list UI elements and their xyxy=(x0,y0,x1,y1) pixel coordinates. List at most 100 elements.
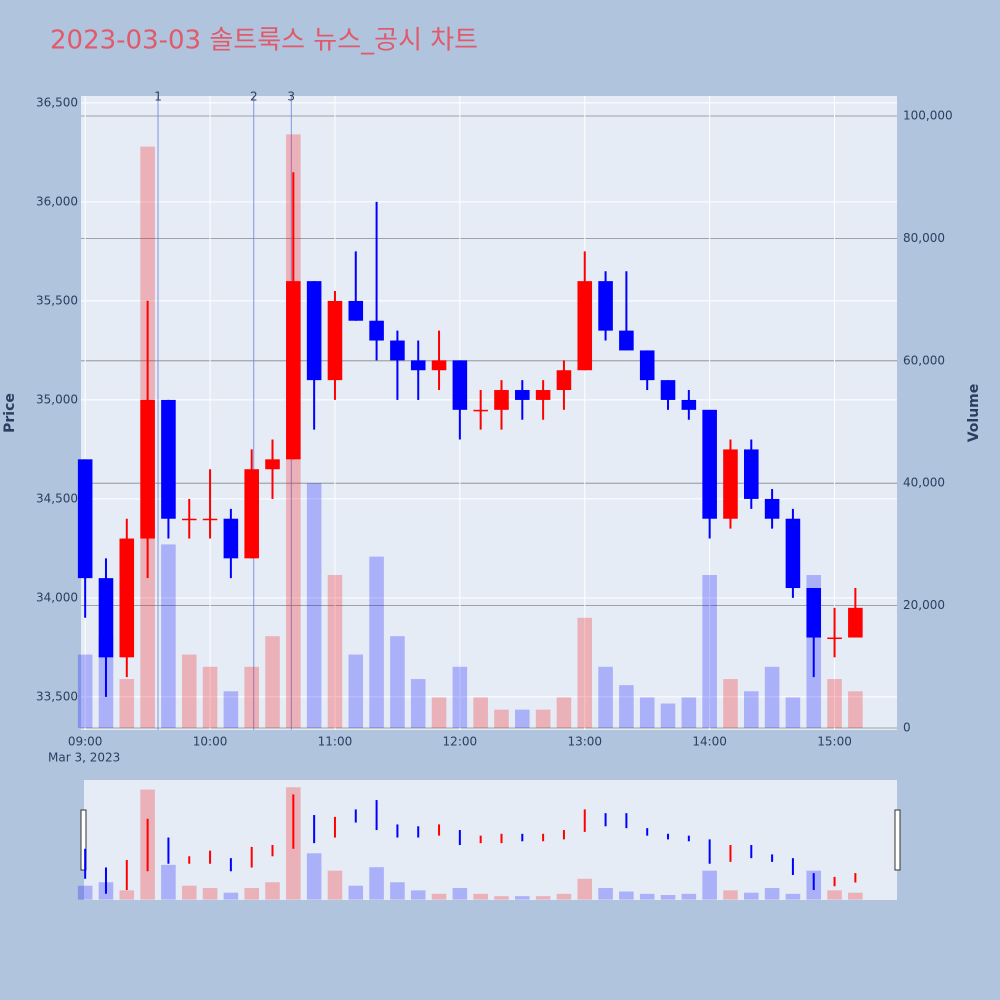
candle-body xyxy=(848,607,863,638)
candle-body xyxy=(98,578,114,658)
volume-bar xyxy=(327,574,343,728)
volume-bar xyxy=(410,679,426,728)
candle-body xyxy=(764,498,780,519)
slider-volume-bar xyxy=(119,890,135,900)
slider-handle-right[interactable] xyxy=(894,809,901,871)
y-tick-label: 36,000 xyxy=(36,194,78,208)
x-tick-label: 14:00 xyxy=(692,735,727,749)
volume-bar xyxy=(848,691,863,728)
slider-volume-bar xyxy=(244,888,259,900)
candle-body xyxy=(515,390,530,400)
candle-body xyxy=(390,340,405,361)
y-tick-label: 35,000 xyxy=(36,392,78,406)
slider-volume-bar xyxy=(660,894,676,900)
volume-bar xyxy=(348,654,364,728)
y2-tick-label: 100,000 xyxy=(903,109,953,123)
x-date-label: Mar 3, 2023 xyxy=(48,751,120,765)
candle-body xyxy=(556,370,572,391)
slider-volume-bar xyxy=(473,893,488,900)
candle-body xyxy=(181,518,197,521)
range-slider[interactable] xyxy=(84,780,897,900)
volume-bar xyxy=(577,617,593,728)
candle-body xyxy=(410,360,426,371)
y-axis-title: Price xyxy=(2,393,18,433)
candle-body xyxy=(223,518,239,559)
slider-volume-bar xyxy=(410,890,426,900)
slider-volume-bar xyxy=(348,885,364,900)
slider-volume-bar xyxy=(535,896,551,900)
x-tick-label: 09:00 xyxy=(68,735,103,749)
volume-bar xyxy=(265,636,280,728)
candle-body xyxy=(327,300,343,381)
volume-bar xyxy=(223,691,239,728)
volume-bar xyxy=(660,703,676,728)
candle-body xyxy=(119,538,135,658)
slider-volume-bar xyxy=(723,890,738,900)
slider-handle-left[interactable] xyxy=(80,809,87,871)
candle-body xyxy=(723,449,738,519)
candle-body xyxy=(431,360,447,371)
volume-bar xyxy=(535,709,551,728)
y2-axis-title: Volume xyxy=(966,384,982,443)
volume-bar xyxy=(306,483,322,728)
candle-body xyxy=(244,469,259,559)
volume-bar xyxy=(723,679,738,728)
volume-bar xyxy=(431,697,447,728)
volume-bar xyxy=(619,685,634,728)
volume-bar xyxy=(473,697,488,728)
volume-bar xyxy=(452,666,468,728)
plot-bg xyxy=(81,96,897,730)
y-tick-label: 35,500 xyxy=(36,293,78,307)
slider-volume-bar xyxy=(598,888,613,900)
x-tick-label: 11:00 xyxy=(318,735,353,749)
volume-bar xyxy=(369,556,384,728)
slider-volume-bar xyxy=(161,864,176,900)
slider-volume-bar xyxy=(265,882,280,900)
news-label: 3 xyxy=(287,90,295,104)
candle-body xyxy=(785,518,801,589)
volume-bar xyxy=(744,691,759,728)
volume-bar xyxy=(494,709,509,728)
slider-volume-bar xyxy=(702,870,717,900)
volume-bar xyxy=(119,679,135,728)
candle-body xyxy=(161,399,176,519)
x-tick-label: 15:00 xyxy=(817,735,852,749)
candle-body xyxy=(806,588,822,638)
slider-volume-bar xyxy=(452,888,468,900)
volume-bar xyxy=(181,654,197,728)
slider-volume-bar xyxy=(848,892,863,900)
x-tick-label: 12:00 xyxy=(443,735,478,749)
candle-body xyxy=(473,409,488,412)
volume-bar xyxy=(681,697,697,728)
candle-body xyxy=(369,320,384,341)
slider-volume-bar xyxy=(515,896,530,900)
y2-tick-label: 80,000 xyxy=(903,231,945,245)
slider-volume-bar xyxy=(202,888,218,900)
y-tick-label: 34,500 xyxy=(36,491,78,505)
slider-volume-bar xyxy=(619,891,634,900)
volume-bar xyxy=(390,636,405,728)
y2-tick-label: 60,000 xyxy=(903,353,945,367)
slider-volume-bar xyxy=(223,892,239,900)
y-tick-label: 34,000 xyxy=(36,590,78,604)
volume-bar xyxy=(202,666,218,728)
candle-body xyxy=(827,637,842,640)
candle-body xyxy=(265,459,280,470)
y-tick-label: 36,500 xyxy=(36,95,78,109)
y2-tick-label: 40,000 xyxy=(903,476,945,490)
candle-body xyxy=(306,281,322,381)
x-tick-label: 13:00 xyxy=(567,735,602,749)
candle-body xyxy=(140,399,155,539)
x-tick-label: 10:00 xyxy=(193,735,228,749)
slider-volume-bar xyxy=(77,885,93,900)
candle-body xyxy=(286,281,301,460)
chart-title: 2023-03-03 솔트룩스 뉴스_공시 차트 xyxy=(50,26,478,56)
y-tick-label: 33,500 xyxy=(36,689,78,703)
candle-body xyxy=(702,409,717,519)
candle-body xyxy=(660,380,676,400)
y2-tick-label: 0 xyxy=(903,720,911,734)
slider-volume-bar xyxy=(390,882,405,900)
y2-tick-label: 20,000 xyxy=(903,598,945,612)
